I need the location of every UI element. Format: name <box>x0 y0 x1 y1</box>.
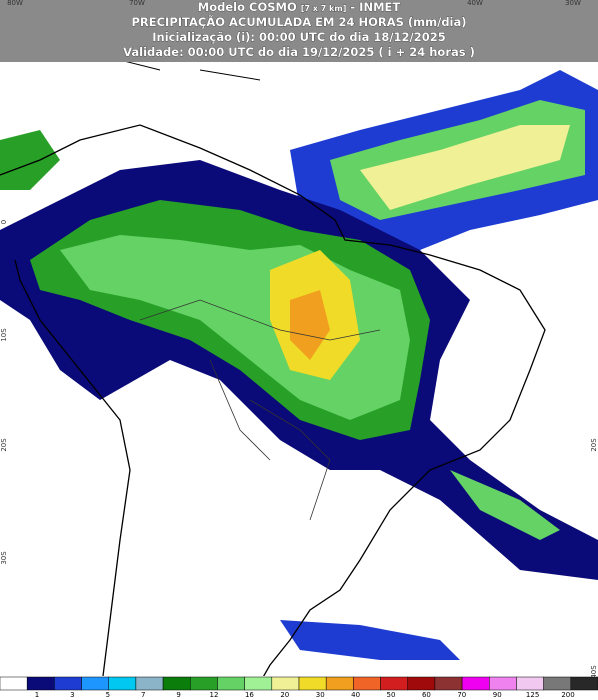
header-title: PRECIPITAÇÃO ACUMULADA EM 24 HORAS (mm/d… <box>131 14 466 29</box>
longitude-label: 80W <box>7 0 23 7</box>
longitude-label: 40W <box>467 0 483 7</box>
model: Modelo COSMO <box>198 0 297 14</box>
legend-swatch <box>353 676 381 691</box>
longitude-label: 70W <box>129 0 145 7</box>
legend-label: 1 <box>35 691 39 699</box>
legend-swatch <box>434 676 463 691</box>
legend-swatch <box>271 676 300 691</box>
legend-swatch <box>570 676 598 691</box>
latitude-label: 40S <box>590 665 598 679</box>
legend-swatch <box>108 676 137 691</box>
legend-label: 9 <box>176 691 180 699</box>
coastline <box>0 124 546 700</box>
legend-label: 40 <box>351 691 360 699</box>
legend-swatch <box>298 676 327 691</box>
legend-swatch <box>190 676 218 691</box>
institute: - INMET <box>350 0 400 14</box>
latitude-label: 30S <box>0 551 8 565</box>
legend-label: 60 <box>422 691 431 699</box>
legend-swatch <box>162 676 191 691</box>
legend-swatch <box>461 676 490 691</box>
legend-label: 125 <box>526 691 539 699</box>
rain-area <box>450 470 560 540</box>
rain-area <box>290 290 330 360</box>
legend-swatch <box>325 676 354 691</box>
legend-label: 30 <box>316 691 325 699</box>
rain-area <box>360 125 570 210</box>
latitude-label: 20S <box>0 438 8 452</box>
legend-label: 12 <box>210 691 219 699</box>
latitude-label: 0 <box>0 220 8 224</box>
legend-label: 200 <box>561 691 574 699</box>
legend-swatch <box>380 676 408 691</box>
legend-label: 3 <box>70 691 74 699</box>
legend-label: 20 <box>280 691 289 699</box>
legend-label: 16 <box>245 691 254 699</box>
legend-swatch <box>26 676 55 691</box>
legend-label: 5 <box>106 691 110 699</box>
resolution: [7 x 7 km] <box>301 4 347 13</box>
header-band <box>0 0 598 62</box>
border <box>139 299 381 521</box>
header-validity: Validade: 00:00 UTC do dia 19/12/2025 ( … <box>123 45 475 59</box>
legend-swatch <box>217 676 245 691</box>
longitude-label: 30W <box>565 0 581 7</box>
rain-area <box>0 130 60 190</box>
legend-swatch <box>543 676 572 691</box>
legend-swatch <box>0 676 28 691</box>
legend-swatch <box>244 676 273 691</box>
legend-swatch <box>489 676 517 691</box>
legend-label: 50 <box>387 691 396 699</box>
header-model: Modelo COSMO [7 x 7 km] - INMET <box>198 0 401 14</box>
header-init: Inicialização (i): 00:00 UTC do dia 18/1… <box>152 30 446 44</box>
legend-label: 7 <box>141 691 145 699</box>
legend-label: 90 <box>493 691 502 699</box>
latitude-label: 20S <box>590 438 598 452</box>
legend-swatch <box>54 676 82 691</box>
legend-swatch <box>516 676 544 691</box>
latitude-label: 10S <box>0 328 8 342</box>
legend-swatch <box>81 676 109 691</box>
legend-swatch <box>135 676 164 691</box>
legend-label: 70 <box>457 691 466 699</box>
rain-area <box>280 620 460 660</box>
legend-swatch <box>407 676 436 691</box>
